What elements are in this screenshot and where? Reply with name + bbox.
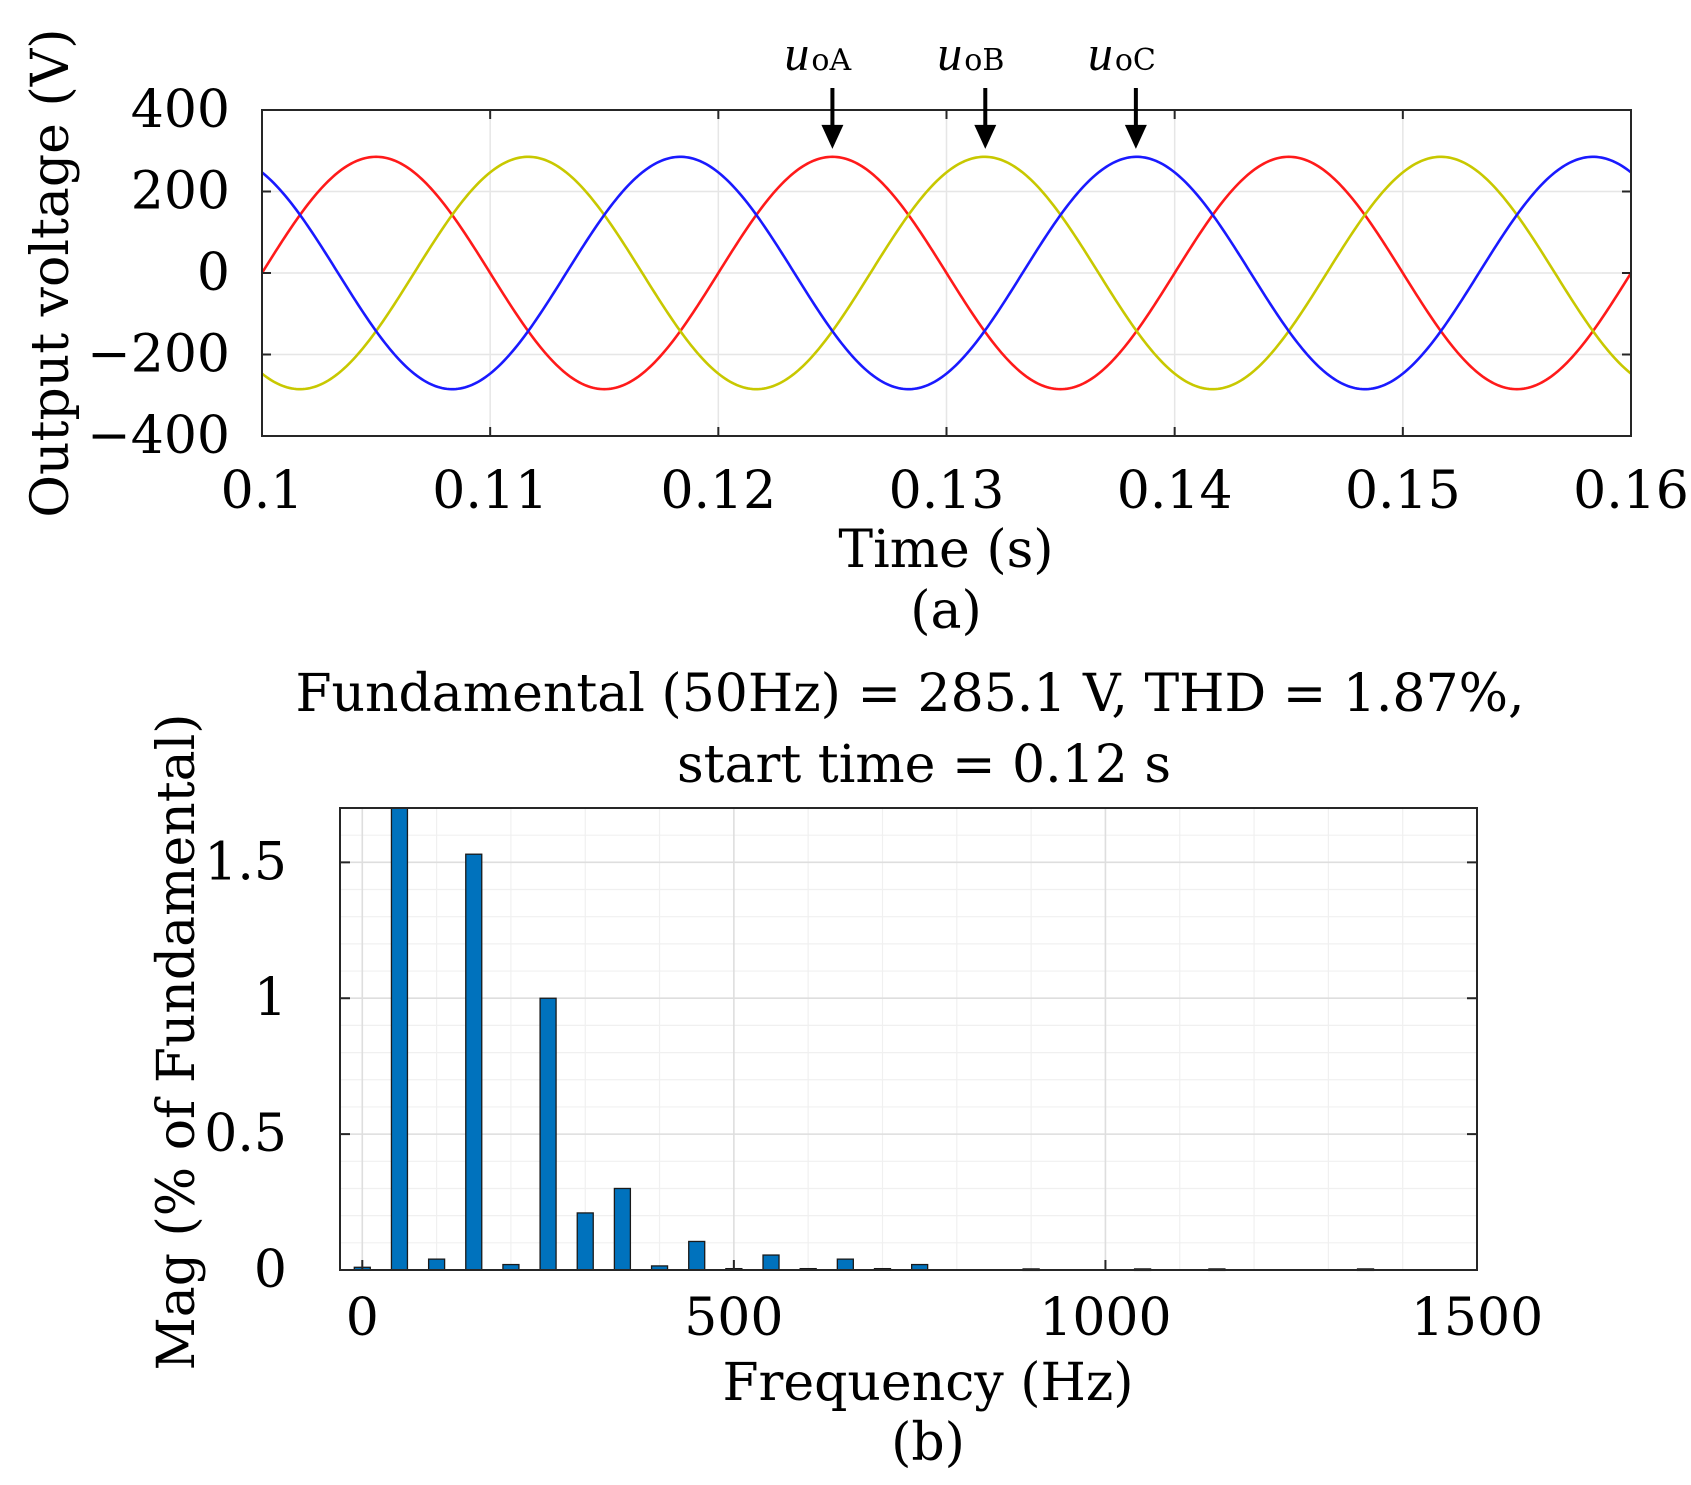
panel-a-ytick-label: 400 <box>131 80 230 140</box>
harmonic-bar-350hz <box>613 1187 632 1271</box>
harmonic-bar-100hz <box>427 1258 446 1271</box>
panel-a-xtick-label: 0.13 <box>889 461 1005 521</box>
panel-a-series <box>260 155 1633 391</box>
panel-a-ticks: 0.1 0.11 0.12 0.13 0.14 0.15 0.16 400 200 0 −200 −4… <box>87 80 1689 521</box>
harmonic-bar-550hz <box>762 1254 780 1271</box>
annotation-arrow-head <box>974 124 997 149</box>
panel-a-xtick-label: 0.12 <box>660 461 776 521</box>
panel-b-ticks: 0 500 1000 1500 0 0.5 1 1.5 <box>204 832 1543 1348</box>
panel-b-grid <box>340 808 1478 1271</box>
panel-b-y-axis-label: Mag (% of Fundamental) <box>147 713 207 1370</box>
panel-b-caption: (b) <box>891 1413 965 1473</box>
panel-a-xtick-label: 0.11 <box>432 461 548 521</box>
panel-a-caption: (a) <box>910 581 982 641</box>
panel-a-ytick-label: 0 <box>197 243 230 303</box>
annotation-arrow-head <box>1124 124 1147 149</box>
panel-b-xtick-label: 500 <box>684 1288 783 1348</box>
panel-a-ytick-label: 200 <box>131 162 230 222</box>
panel-b-xtick-label: 1000 <box>1039 1288 1171 1348</box>
panel-a-voltage-chart: 0.1 0.11 0.12 0.13 0.14 0.15 0.16 400 200 0 −200 −4… <box>21 25 1689 641</box>
annotation-label-uoC: uoC <box>1088 25 1156 81</box>
panel-b-ytick-label: 1 <box>254 968 287 1028</box>
panel-a-x-axis-label: Time (s) <box>838 520 1053 580</box>
series-line-uoC <box>261 155 1632 391</box>
panel-b-xtick-label: 0 <box>346 1288 379 1348</box>
panel-b-x-axis-label: Frequency (Hz) <box>722 1353 1133 1413</box>
series-line-uoA <box>260 155 1633 391</box>
panel-b-bars <box>353 807 1375 1272</box>
harmonic-bar-50hz <box>390 807 409 1271</box>
panel-a-xtick-label: 0.16 <box>1573 461 1689 521</box>
annotation-label-uoB: uoB <box>937 25 1004 81</box>
panel-a-ytick-label: −400 <box>87 406 230 466</box>
harmonic-bar-300hz <box>576 1212 594 1271</box>
panel-b-subtitle: start time = 0.12 s <box>677 735 1171 795</box>
panel-b-ytick-label: 1.5 <box>204 832 287 892</box>
annotation-label-uoA: uoA <box>784 25 851 81</box>
panel-b-harmonic-chart: 0 500 1000 1500 0 0.5 1 1.5 Fundamental (50Hz) … <box>147 664 1543 1473</box>
series-line-uoB <box>261 155 1632 391</box>
panel-b-axes-box <box>339 807 1478 1271</box>
harmonic-bar-150hz <box>465 853 483 1271</box>
panel-a-y-axis-label: Output voltage (V) <box>21 28 81 517</box>
panel-a-xtick-label: 0.14 <box>1117 461 1233 521</box>
harmonic-bar-450hz <box>688 1240 706 1271</box>
panel-a-xtick-label: 0.15 <box>1345 461 1461 521</box>
panel-b-ytick-label: 0 <box>254 1240 287 1300</box>
panel-b-title: Fundamental (50Hz) = 285.1 V, THD = 1.87… <box>295 664 1524 724</box>
panel-b-ytick-label: 0.5 <box>204 1104 287 1164</box>
harmonic-bar-250hz <box>539 997 557 1271</box>
panel-a-xtick-label: 0.1 <box>221 461 304 521</box>
panel-b-xtick-label: 1500 <box>1411 1288 1543 1348</box>
panel-a-annotations: uoA uoB uoC <box>784 25 1156 149</box>
panel-a-ytick-label: −200 <box>87 325 230 385</box>
annotation-arrow-head <box>821 124 844 149</box>
harmonic-bar-650hz <box>836 1258 854 1271</box>
